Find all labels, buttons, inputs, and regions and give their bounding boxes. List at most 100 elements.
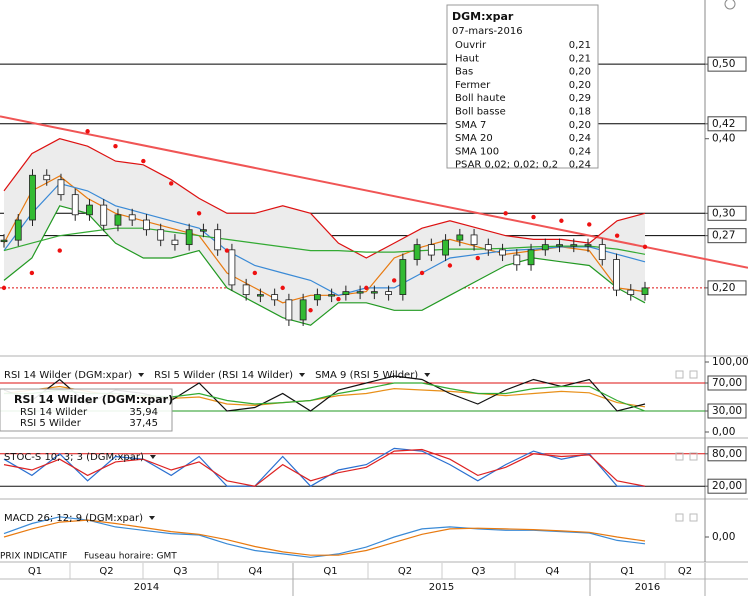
psar-dot bbox=[475, 255, 480, 261]
tooltip-title: DGM:xpar bbox=[452, 10, 514, 23]
candle bbox=[285, 299, 293, 321]
dropdown-arrow bbox=[299, 373, 306, 377]
candle bbox=[527, 249, 535, 266]
indicator-line bbox=[3, 448, 646, 487]
bollinger-fill bbox=[4, 138, 645, 326]
psar-dot bbox=[57, 248, 62, 253]
panel-button bbox=[689, 513, 698, 522]
candle bbox=[157, 229, 165, 241]
psar-dot bbox=[1, 285, 7, 291]
quarter-label: Q3 bbox=[173, 566, 187, 577]
candle bbox=[299, 299, 307, 321]
tooltip-date: 07-mars-2016 bbox=[452, 26, 523, 37]
tick-box bbox=[707, 116, 747, 132]
tick-box bbox=[707, 280, 747, 296]
tooltip-value: 0,18 bbox=[569, 107, 591, 118]
quarter-label: Q2 bbox=[678, 566, 692, 577]
year-label: 2016 bbox=[635, 582, 660, 593]
psar-dot bbox=[614, 233, 620, 238]
candle bbox=[114, 214, 122, 226]
candle bbox=[57, 179, 65, 196]
tooltip-label: SMA 100 bbox=[455, 146, 499, 157]
panel-title: STOC-S 10; 3; 3 (DGM:xpar) bbox=[4, 452, 144, 463]
rsi-legend-box bbox=[0, 388, 173, 432]
tick-box bbox=[707, 205, 747, 221]
candle bbox=[442, 239, 449, 256]
tick-box bbox=[707, 375, 747, 391]
psar-dot bbox=[531, 214, 536, 220]
psar-dot bbox=[308, 308, 313, 313]
psar-dot bbox=[252, 270, 258, 276]
quarter-label: Q4 bbox=[248, 566, 262, 577]
rsi-legend-title: RSI 14 Wilder (DGM:xpar) bbox=[14, 393, 173, 406]
indicator-line bbox=[3, 138, 646, 259]
candle bbox=[14, 219, 22, 241]
panel-button bbox=[689, 370, 698, 379]
candle bbox=[171, 239, 179, 246]
dropdown-arrow bbox=[149, 516, 155, 520]
year-label: 2014 bbox=[134, 582, 159, 593]
candle bbox=[242, 284, 250, 295]
psar-dot bbox=[169, 181, 174, 186]
psar-dot bbox=[141, 158, 146, 164]
timezone: Fuseau horaire: GMT bbox=[84, 552, 177, 562]
indicator-line bbox=[3, 175, 646, 304]
psar-dot bbox=[503, 211, 508, 216]
indicator-line bbox=[3, 447, 645, 487]
psar-dot bbox=[280, 285, 285, 291]
quarter-label: Q1 bbox=[28, 566, 42, 577]
candle bbox=[584, 244, 592, 247]
dropdown-arrow bbox=[424, 373, 431, 377]
tooltip-label: Bas bbox=[455, 67, 473, 78]
candle bbox=[86, 204, 93, 216]
candle bbox=[342, 291, 350, 295]
panel-title: MACD 26; 12; 9 (DGM:xpar) bbox=[4, 513, 143, 524]
tooltip-value: 0,21 bbox=[569, 53, 591, 64]
quarter-label: Q1 bbox=[323, 566, 337, 577]
indicator-line bbox=[3, 182, 646, 296]
y-tick-label: 0,00 bbox=[712, 426, 735, 438]
psar-dot bbox=[224, 248, 230, 253]
psar-dot bbox=[642, 244, 648, 250]
y-tick-label: 0,20 bbox=[712, 282, 735, 294]
y-tick-label: 0,00 bbox=[712, 531, 735, 543]
candle bbox=[541, 244, 549, 251]
candle bbox=[570, 244, 578, 247]
tooltip-label: Haut bbox=[455, 53, 479, 64]
y-tick-label: 0,27 bbox=[712, 230, 735, 242]
y-tick-label: 0,40 bbox=[712, 133, 735, 145]
candle bbox=[71, 194, 79, 216]
candle bbox=[385, 291, 393, 295]
y-tick-label: 0,50 bbox=[712, 58, 735, 70]
settings-icon[interactable] bbox=[724, 0, 736, 10]
indicator-line bbox=[3, 205, 646, 326]
tooltip-label: Boll haute bbox=[455, 93, 506, 104]
tick-box bbox=[707, 403, 747, 419]
tooltip-label: SMA 20 bbox=[455, 133, 493, 144]
candle bbox=[641, 287, 649, 295]
tooltip-value: 0,20 bbox=[569, 120, 591, 131]
psar-dot bbox=[587, 222, 592, 227]
rsi-legend-value: 37,45 bbox=[129, 418, 158, 429]
rsi-legend-label: RSI 14 Wilder bbox=[20, 407, 88, 418]
psar-dot bbox=[196, 211, 202, 216]
y-tick-label: 100,00 bbox=[712, 356, 748, 368]
candle bbox=[556, 244, 563, 247]
y-tick-label: 0,42 bbox=[712, 118, 735, 130]
gear[interactable] bbox=[724, 0, 736, 10]
tooltip-label: Boll basse bbox=[455, 107, 506, 118]
candle bbox=[185, 229, 193, 246]
candle bbox=[200, 229, 207, 232]
tooltip-value: 0,24 bbox=[569, 133, 591, 144]
candle bbox=[499, 249, 506, 256]
dropdown-arrow bbox=[149, 455, 156, 459]
panel-button bbox=[689, 452, 698, 461]
tooltip-value: 0,20 bbox=[569, 80, 591, 91]
psar-dot bbox=[85, 129, 90, 134]
tooltip-label: Ouvrir bbox=[455, 40, 487, 51]
psar-dot bbox=[364, 285, 369, 291]
candle bbox=[399, 259, 407, 295]
quarter-label: Q2 bbox=[398, 566, 412, 577]
